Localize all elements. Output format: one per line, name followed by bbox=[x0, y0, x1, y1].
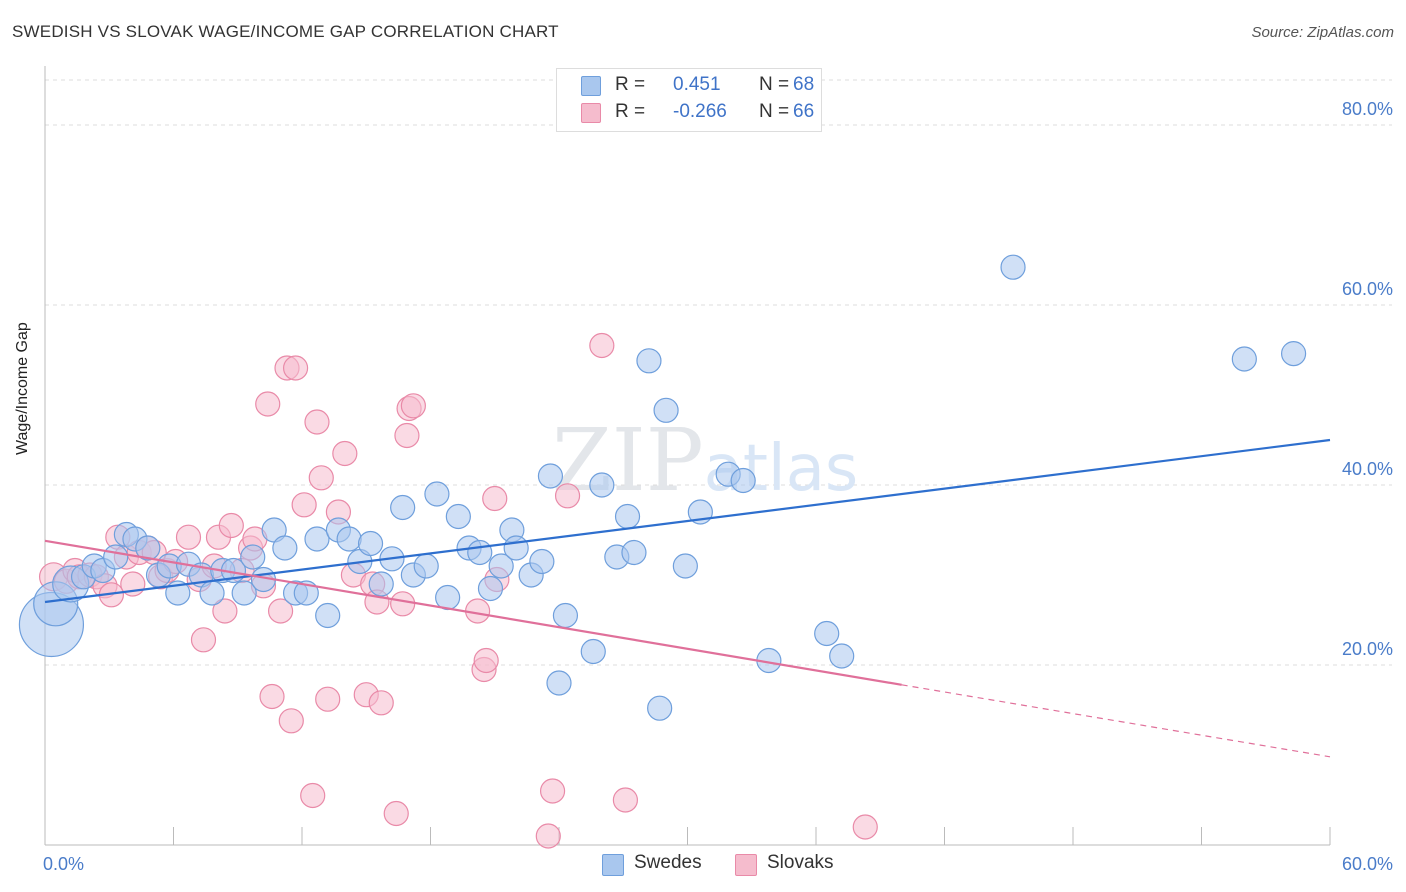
correlation-legend: R = 0.451 N = 68 R = -0.266 N = 66 bbox=[556, 68, 822, 132]
swede-point bbox=[368, 571, 394, 597]
swedes-swatch bbox=[602, 854, 624, 876]
slovak-point bbox=[589, 332, 615, 359]
r-value: 0.451 bbox=[673, 74, 721, 95]
n-value: 68 bbox=[793, 74, 815, 95]
y-tick-label: 20.0% bbox=[1342, 639, 1393, 659]
x-tick-label: 0.0% bbox=[43, 854, 84, 874]
slovak-point bbox=[190, 627, 217, 653]
legend-label: Slovaks bbox=[767, 852, 834, 873]
y-axis-label: Wage/Income Gap bbox=[14, 322, 31, 455]
swedes-swatch bbox=[581, 76, 601, 96]
swede-point bbox=[537, 463, 564, 489]
slovak-point bbox=[554, 483, 581, 509]
y-tick-label: 40.0% bbox=[1342, 459, 1393, 479]
n-label: N = bbox=[759, 74, 790, 95]
slovak-point bbox=[535, 823, 561, 849]
swede-point bbox=[103, 544, 129, 570]
slovak-point bbox=[482, 485, 508, 512]
slovak-point bbox=[278, 708, 304, 734]
swede-point bbox=[293, 580, 319, 606]
swede-point bbox=[477, 575, 504, 602]
slovak-point bbox=[300, 782, 326, 809]
swede-point bbox=[390, 494, 416, 521]
legend-label: Swedes bbox=[634, 852, 702, 873]
slovak-point bbox=[308, 465, 334, 491]
swede-point bbox=[445, 503, 471, 530]
swede-point bbox=[272, 535, 298, 561]
slovak-point bbox=[400, 393, 426, 419]
slovak-point bbox=[315, 686, 341, 712]
swede-point bbox=[424, 481, 450, 507]
source-label: Source: ZipAtlas.com bbox=[1251, 24, 1394, 41]
slovak-point bbox=[259, 683, 285, 710]
swede-point bbox=[814, 620, 840, 647]
swede-point bbox=[653, 397, 679, 423]
slovaks-swatch bbox=[735, 854, 757, 876]
slovak-point bbox=[473, 647, 499, 674]
swede-point bbox=[336, 526, 362, 552]
swede-point bbox=[636, 348, 662, 374]
swede-point bbox=[730, 467, 756, 494]
swede-point bbox=[580, 638, 606, 665]
n-label: N = bbox=[759, 101, 790, 122]
slovak-point bbox=[852, 814, 878, 840]
swede-point bbox=[672, 553, 698, 579]
y-tick-label: 60.0% bbox=[1342, 279, 1393, 299]
swede-point bbox=[231, 580, 257, 606]
swede-point bbox=[357, 530, 384, 557]
slovaks-trend-line bbox=[44, 539, 902, 686]
r-label: R = bbox=[615, 101, 646, 122]
swede-point bbox=[503, 535, 529, 561]
y-tick-label: 80.0% bbox=[1342, 99, 1393, 119]
swede-point bbox=[413, 553, 439, 579]
swede-point bbox=[315, 602, 341, 629]
swede-point bbox=[647, 695, 673, 721]
slovak-point bbox=[539, 778, 566, 804]
chart-title: SWEDISH VS SLOVAK WAGE/INCOME GAP CORREL… bbox=[12, 22, 559, 41]
swede-point bbox=[829, 643, 855, 669]
watermark: ZIPatlas bbox=[552, 411, 858, 511]
swede-point bbox=[589, 472, 615, 498]
n-value: 66 bbox=[793, 101, 815, 122]
swedes-trend-line bbox=[44, 438, 1331, 604]
slovak-point bbox=[291, 492, 317, 518]
swede-point bbox=[552, 602, 579, 629]
slovaks-swatch bbox=[581, 103, 601, 123]
swede-point bbox=[1231, 346, 1257, 372]
slovak-point bbox=[612, 787, 638, 813]
swede-point bbox=[546, 670, 572, 696]
r-label: R = bbox=[615, 74, 646, 95]
swede-point bbox=[614, 503, 641, 530]
swede-point bbox=[135, 535, 161, 561]
slovaks-trend-extension bbox=[901, 684, 1331, 758]
slovak-point bbox=[212, 598, 238, 624]
slovak-point bbox=[394, 422, 420, 449]
slovak-point bbox=[368, 690, 394, 716]
slovak-point bbox=[332, 440, 358, 467]
series-legend: Swedes Slovaks bbox=[0, 852, 1406, 878]
swede-point bbox=[240, 544, 266, 570]
swede-point bbox=[467, 539, 493, 566]
swede-point bbox=[1280, 341, 1307, 367]
slovak-point bbox=[255, 391, 281, 417]
x-tick-label: 60.0% bbox=[1342, 854, 1393, 874]
swede-point bbox=[529, 548, 555, 575]
swede-point bbox=[435, 584, 461, 611]
slovak-point bbox=[282, 355, 309, 381]
swede-point bbox=[1000, 254, 1026, 280]
slovak-point bbox=[383, 800, 409, 827]
swede-point bbox=[488, 553, 514, 579]
swede-point bbox=[304, 526, 330, 552]
slovak-point bbox=[267, 598, 294, 624]
slovak-point bbox=[390, 591, 416, 617]
swede-point bbox=[199, 580, 225, 606]
slovak-point bbox=[175, 524, 202, 550]
slovak-point bbox=[304, 409, 330, 435]
swede-point bbox=[621, 539, 647, 566]
r-value: -0.266 bbox=[673, 101, 727, 122]
slovak-point bbox=[218, 512, 244, 539]
